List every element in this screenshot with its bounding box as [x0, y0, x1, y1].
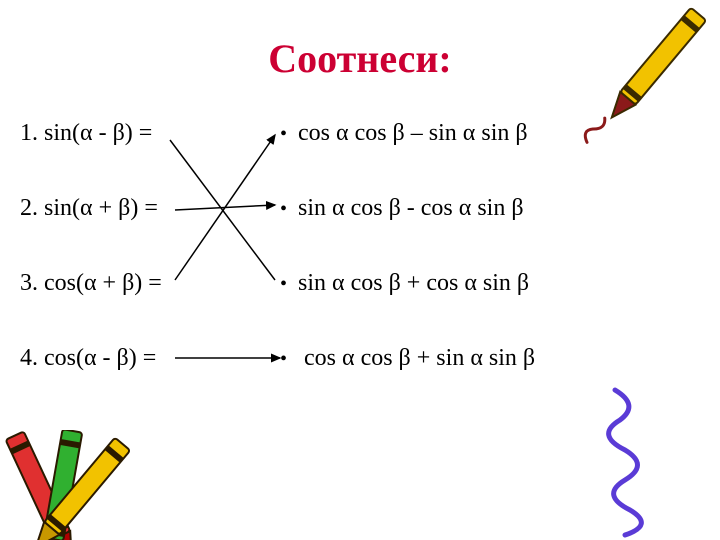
squiggle-icon [585, 380, 705, 540]
connection-line-3 [175, 135, 275, 280]
crayon-top-right-icon [560, 0, 720, 190]
right-item-2: sin α cos β - cos α sin β [280, 195, 524, 222]
left-item-3: 3. cos(α + β) = [20, 270, 162, 297]
left-item-2: 2. sin(α + β) = [20, 195, 158, 222]
left-item-1: 1. sin(α - β) = [20, 120, 152, 147]
left-item-4: 4. cos(α - β) = [20, 345, 156, 372]
right-item-label: cos α cos β + sin α sin β [298, 345, 535, 371]
lines-group [170, 135, 280, 358]
bullet-icon [280, 195, 298, 222]
right-item-label: cos α cos β – sin α sin β [298, 120, 528, 146]
bullet-icon [280, 120, 298, 147]
right-item-3: sin α cos β + cos α sin β [280, 270, 529, 297]
title-text: Соотнеси: [268, 36, 451, 81]
right-item-1: cos α cos β – sin α sin β [280, 120, 528, 147]
bullet-icon [280, 270, 298, 297]
connection-line-1 [170, 140, 275, 280]
right-item-label: sin α cos β - cos α sin β [298, 195, 524, 221]
bullet-icon [280, 345, 298, 372]
connection-line-2 [175, 205, 275, 210]
right-item-4: cos α cos β + sin α sin β [280, 345, 535, 372]
crayons-bottom-left-icon [0, 430, 200, 540]
right-item-label: sin α cos β + cos α sin β [298, 270, 529, 296]
